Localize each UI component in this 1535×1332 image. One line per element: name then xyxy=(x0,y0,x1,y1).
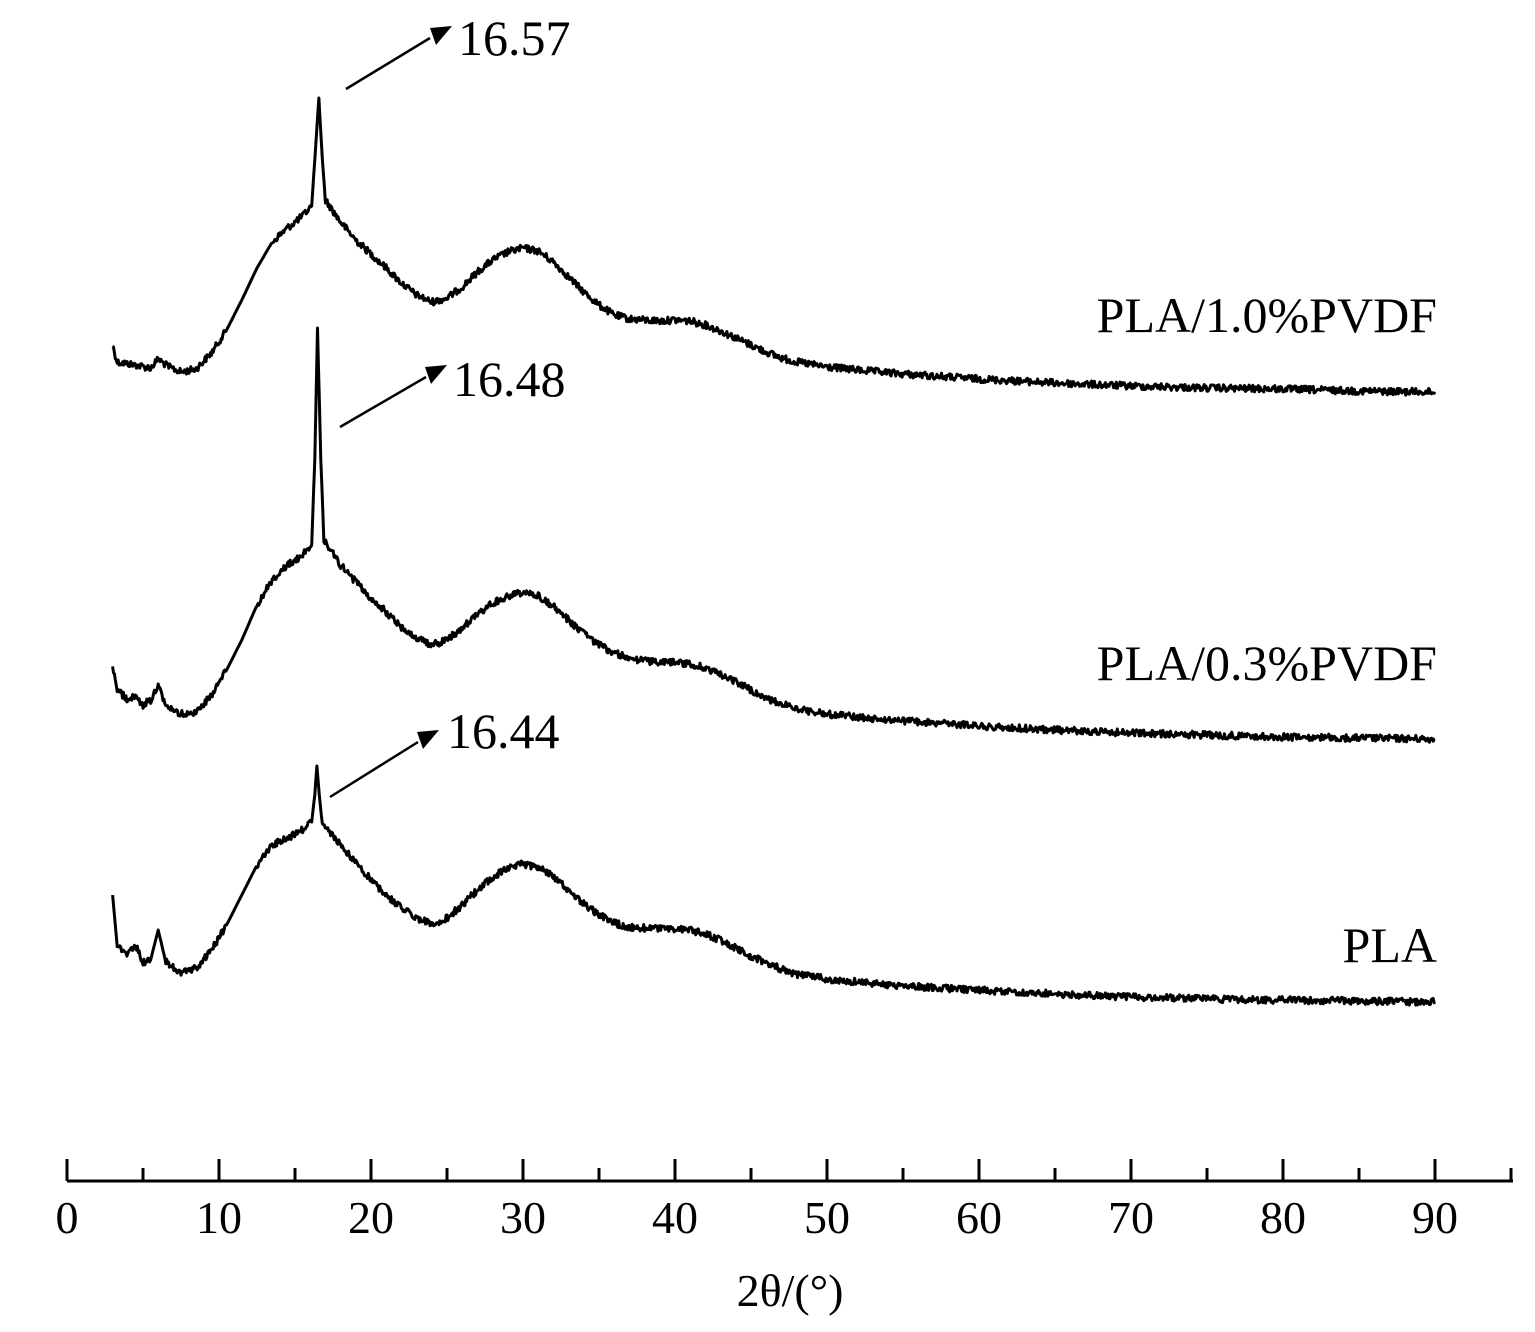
peak-arrowhead-3 xyxy=(417,730,439,749)
x-tick-label: 30 xyxy=(500,1192,546,1243)
series-label-pla: PLA xyxy=(1343,917,1437,973)
x-tick-label: 50 xyxy=(804,1192,850,1243)
series-labels: PLA/1.0%PVDF PLA/0.3%PVDF PLA xyxy=(1097,287,1437,973)
x-tick-label: 70 xyxy=(1108,1192,1154,1243)
series-line-pla-1-0-pvdf xyxy=(111,96,1437,397)
x-tick-label: 80 xyxy=(1260,1192,1306,1243)
series-label-pla-1-0-pvdf: PLA/1.0%PVDF xyxy=(1097,287,1437,343)
x-tick-label: 60 xyxy=(956,1192,1002,1243)
series-line-pla xyxy=(111,764,1436,1007)
x-tick-label: 10 xyxy=(196,1192,242,1243)
x-tick-label: 0 xyxy=(56,1192,79,1243)
peak-annotations: 16.57 16.48 16.44 xyxy=(329,10,571,799)
peak-arrow-line-2 xyxy=(339,375,427,429)
x-axis-title: 2θ/(°) xyxy=(737,1265,844,1316)
x-tick-label: 20 xyxy=(348,1192,394,1243)
peak-label-1: 16.57 xyxy=(458,10,571,66)
x-tick-label: 90 xyxy=(1412,1192,1458,1243)
series-label-pla-0-3-pvdf: PLA/0.3%PVDF xyxy=(1097,635,1437,691)
peak-label-3: 16.44 xyxy=(447,703,560,759)
peak-arrow-line-3 xyxy=(329,740,419,799)
peak-arrow-line-1 xyxy=(345,36,431,91)
peak-arrowhead-2 xyxy=(425,365,447,384)
plot-area xyxy=(111,96,1437,1007)
peak-arrowhead-1 xyxy=(430,26,452,45)
peak-label-2: 16.48 xyxy=(453,351,566,407)
x-axis: 0 10 20 30 40 50 60 70 80 90 xyxy=(56,1159,1513,1243)
series-line-pla-0-3-pvdf xyxy=(111,326,1436,744)
x-tick-label: 40 xyxy=(652,1192,698,1243)
